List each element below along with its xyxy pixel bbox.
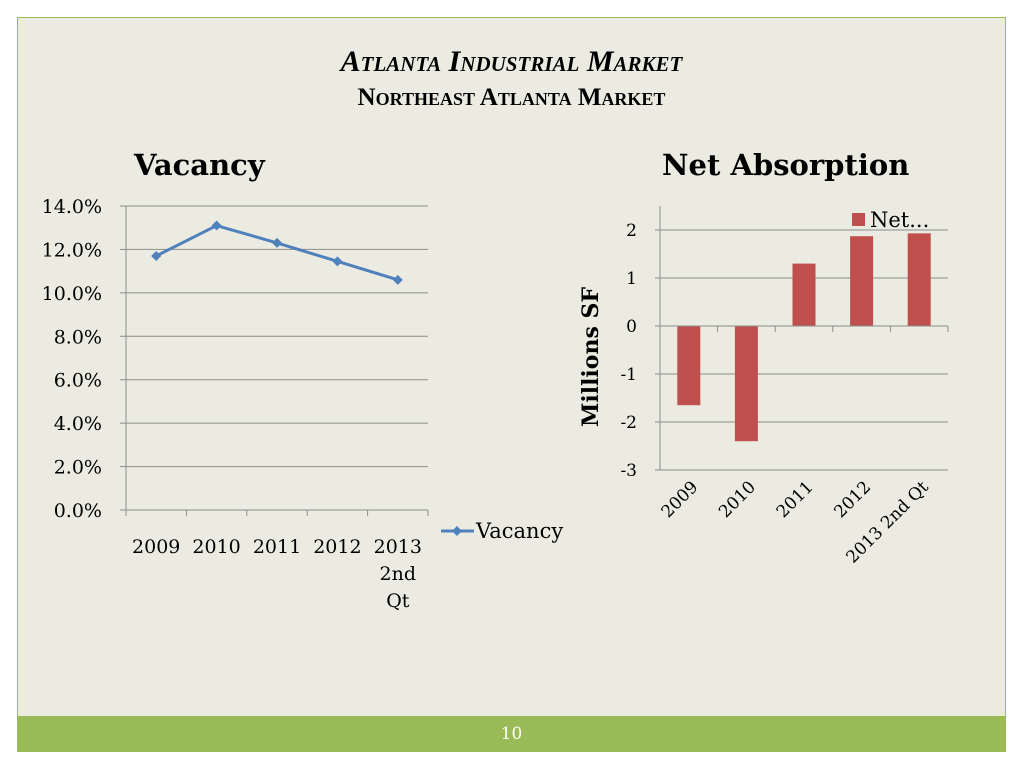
- page-number: 10: [500, 724, 523, 744]
- vacancy-x-tick-label: 2009: [132, 536, 180, 558]
- absorption-bar: [734, 326, 758, 442]
- absorption-y-tick-label: -1: [620, 365, 637, 385]
- absorption-bar: [907, 233, 931, 326]
- vacancy-legend-marker: [452, 526, 462, 536]
- absorption-y-tick-label: -2: [620, 413, 637, 433]
- absorption-y-axis-title: Millions SF: [578, 287, 604, 427]
- vacancy-x-tick-label: Qt: [386, 590, 410, 612]
- vacancy-data-point: [211, 220, 222, 231]
- absorption-bar: [792, 263, 816, 326]
- vacancy-data-point: [272, 237, 282, 248]
- absorption-bar: [850, 236, 874, 326]
- vacancy-x-tick-label: 2013: [374, 536, 422, 558]
- vacancy-y-tick-label: 4.0%: [54, 413, 102, 435]
- vacancy-data-point: [332, 256, 343, 267]
- vacancy-data-point: [392, 274, 403, 285]
- absorption-x-tick-label: 2012: [830, 477, 875, 522]
- vacancy-y-tick-label: 8.0%: [54, 326, 102, 348]
- absorption-x-tick-label: 2010: [715, 477, 760, 522]
- vacancy-y-tick-label: 10.0%: [42, 283, 102, 305]
- vacancy-x-tick-label: 2010: [192, 536, 240, 558]
- absorption-y-tick-label: 0: [626, 317, 637, 337]
- vacancy-y-tick-label: 2.0%: [54, 457, 102, 479]
- slide-subtitle: Northeast Atlanta Market: [357, 84, 666, 111]
- absorption-legend-swatch: [852, 213, 865, 226]
- vacancy-y-tick-label: 12.0%: [42, 239, 102, 261]
- absorption-y-tick-label: 2: [626, 221, 637, 241]
- vacancy-y-tick-label: 0.0%: [54, 500, 102, 522]
- vacancy-x-tick-label: 2012: [313, 536, 361, 558]
- vacancy-x-tick-label: 2011: [253, 536, 301, 558]
- absorption-bar: [677, 326, 701, 406]
- absorption-y-tick-label: -3: [620, 461, 637, 481]
- vacancy-legend-label: Vacancy: [475, 519, 563, 543]
- vacancy-y-tick-label: 6.0%: [54, 370, 102, 392]
- vacancy-x-tick-label: 2nd: [380, 563, 417, 585]
- absorption-chart-title: Net Absorption: [662, 148, 910, 182]
- absorption-y-tick-label: 1: [626, 269, 637, 289]
- footer-bar: 10: [17, 716, 1006, 752]
- absorption-x-tick-label: 2011: [773, 477, 818, 522]
- vacancy-y-tick-label: 14.0%: [42, 196, 102, 218]
- absorption-x-tick-label: 2009: [658, 477, 703, 522]
- slide-background: [17, 17, 1006, 752]
- slide-title: Atlanta Industrial Market: [340, 45, 683, 78]
- vacancy-chart-title: Vacancy: [134, 148, 265, 182]
- absorption-legend-label: Net...: [870, 208, 929, 232]
- vacancy-data-point: [151, 250, 162, 261]
